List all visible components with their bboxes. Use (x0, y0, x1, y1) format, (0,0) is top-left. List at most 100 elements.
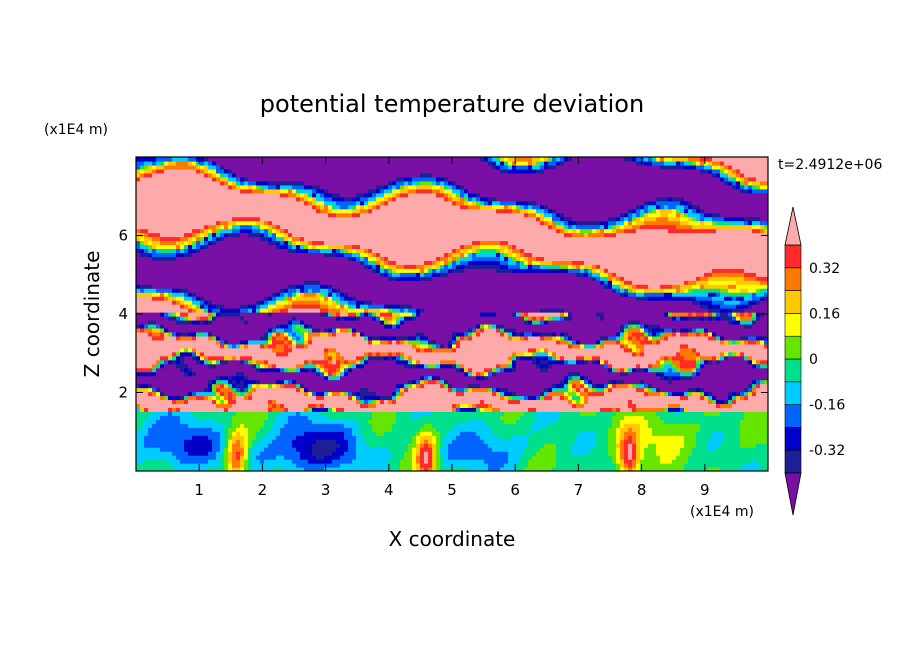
heatmap-cell (256, 423, 261, 428)
heatmap-cell (536, 371, 541, 377)
heatmap-cell (264, 435, 269, 440)
heatmap-cell (240, 395, 245, 401)
heatmap-cell (464, 371, 469, 377)
heatmap-cell (380, 443, 385, 448)
heatmap-cell (300, 435, 305, 440)
heatmap-cell (300, 383, 305, 389)
heatmap-cell (552, 463, 557, 468)
heatmap-cell (736, 367, 741, 373)
heatmap-cell (760, 467, 765, 471)
heatmap-cell (320, 383, 325, 389)
heatmap-cell (328, 391, 333, 397)
heatmap-cell (472, 351, 477, 357)
heatmap-cell (416, 379, 421, 385)
heatmap-cell (484, 387, 489, 393)
heatmap-cell (756, 399, 761, 405)
heatmap-cell (280, 367, 285, 373)
heatmap-cell (640, 383, 645, 389)
heatmap-cell (148, 423, 153, 428)
heatmap-cell (720, 359, 725, 365)
heatmap-cell (492, 423, 497, 428)
heatmap-cell (408, 387, 413, 393)
heatmap-cell (760, 451, 765, 456)
heatmap-cell (524, 399, 529, 405)
heatmap-cell (512, 363, 517, 369)
heatmap-cell (232, 439, 237, 444)
heatmap-cell (704, 423, 709, 428)
heatmap-cell (720, 435, 725, 440)
heatmap-cell (292, 419, 297, 424)
heatmap-cell (628, 355, 633, 361)
heatmap-cell (732, 439, 737, 444)
heatmap-cell (592, 415, 597, 420)
heatmap-cell (184, 463, 189, 468)
heatmap-cell (536, 423, 541, 428)
heatmap-cell (644, 463, 649, 468)
heatmap-cell (308, 463, 313, 468)
heatmap-cell (312, 343, 317, 349)
heatmap-cell (564, 407, 569, 412)
heatmap-cell (556, 347, 561, 353)
heatmap-cell (220, 347, 225, 353)
heatmap-cell (344, 383, 349, 389)
heatmap-cell (236, 407, 241, 412)
heatmap-cell (680, 435, 685, 440)
heatmap-cell (648, 447, 653, 452)
heatmap-cell (576, 395, 581, 401)
heatmap-cell (168, 407, 173, 412)
heatmap-cell (272, 423, 277, 428)
heatmap-cell (184, 423, 189, 428)
heatmap-cell (484, 435, 489, 440)
heatmap-cell (268, 387, 273, 393)
heatmap-cell (188, 423, 193, 428)
heatmap-cell (620, 463, 625, 468)
heatmap-cell (600, 467, 605, 471)
heatmap-cell (628, 455, 633, 460)
heatmap-cell (180, 367, 185, 373)
heatmap-cell (672, 435, 677, 440)
heatmap-cell (708, 443, 713, 448)
heatmap-cell (596, 379, 601, 385)
heatmap-cell (424, 439, 429, 444)
heatmap-cell (396, 383, 401, 389)
heatmap-cell (564, 347, 569, 353)
heatmap-cell (312, 455, 317, 460)
heatmap-cell (332, 383, 337, 389)
heatmap-cell (392, 439, 397, 444)
heatmap-cell (320, 363, 325, 369)
heatmap-cell (228, 435, 233, 440)
heatmap-cell (400, 347, 405, 353)
heatmap-cell (744, 467, 749, 471)
heatmap-cell (484, 383, 489, 389)
heatmap-cell (260, 455, 265, 460)
heatmap-cell (436, 463, 441, 468)
heatmap-cell (476, 451, 481, 456)
heatmap-cell (700, 383, 705, 389)
heatmap-cell (696, 447, 701, 452)
heatmap-cell (156, 403, 161, 408)
heatmap-cell (328, 399, 333, 405)
heatmap-cell (312, 443, 317, 448)
heatmap-cell (228, 431, 233, 436)
heatmap-cell (492, 351, 497, 357)
heatmap-cell (404, 419, 409, 424)
heatmap-cell (152, 431, 157, 436)
heatmap-cell (444, 455, 449, 460)
heatmap-cell (328, 407, 333, 412)
heatmap-cell (440, 451, 445, 456)
heatmap-cell (740, 463, 745, 468)
heatmap-cell (720, 403, 725, 408)
heatmap-cell (560, 455, 565, 460)
heatmap-cell (684, 459, 689, 464)
heatmap-cell (228, 383, 233, 389)
heatmap-cell (652, 451, 657, 456)
heatmap-cell (668, 459, 673, 464)
heatmap-cell (172, 351, 177, 357)
heatmap-cell (744, 355, 749, 361)
heatmap-cell (496, 379, 501, 385)
heatmap-cell (680, 387, 685, 393)
heatmap-cell (752, 383, 757, 389)
heatmap-cell (676, 347, 681, 353)
heatmap-cell (656, 411, 661, 416)
heatmap-cell (648, 359, 653, 365)
